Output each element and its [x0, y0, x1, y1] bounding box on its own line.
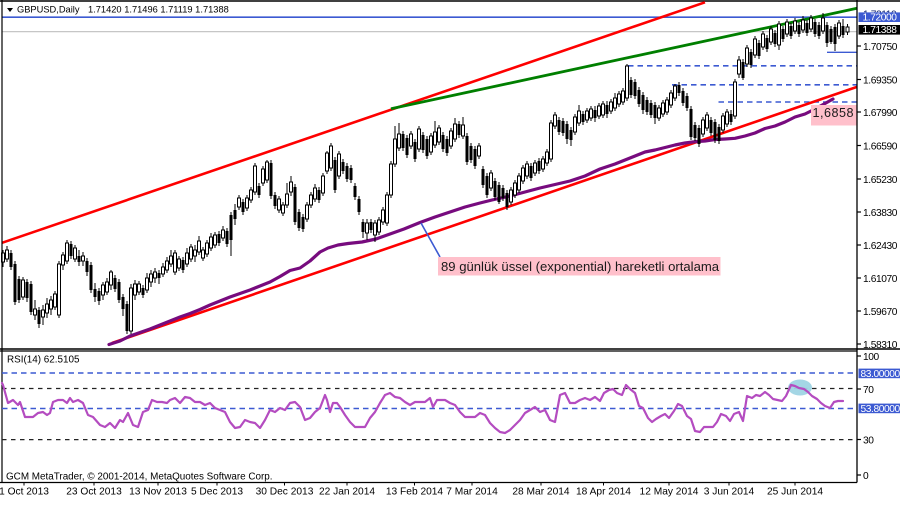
svg-text:89 günlük üssel (exponential): 89 günlük üssel (exponential) hareketli … [441, 259, 720, 274]
svg-text:1.71420 1.71496 1.71119 1.7138: 1.71420 1.71496 1.71119 1.71388 [88, 4, 229, 14]
svg-text:3 Jun 2014: 3 Jun 2014 [704, 487, 755, 498]
svg-text:1.69350: 1.69350 [863, 75, 898, 86]
svg-text:RSI(14) 62.5105: RSI(14) 62.5105 [7, 355, 80, 366]
svg-text:22 Jan 2014: 22 Jan 2014 [319, 487, 375, 498]
svg-text:25 Jun 2014: 25 Jun 2014 [767, 487, 823, 498]
svg-text:30 Dec 2013: 30 Dec 2013 [256, 487, 314, 498]
svg-text:1.62430: 1.62430 [863, 241, 898, 252]
svg-text:1.65230: 1.65230 [863, 175, 898, 186]
svg-text:0: 0 [863, 471, 869, 482]
svg-text:1.71388: 1.71388 [863, 25, 898, 36]
svg-text:23 Oct 2013: 23 Oct 2013 [66, 487, 122, 498]
svg-text:1.72000: 1.72000 [863, 13, 898, 24]
svg-text:18 Apr 2014: 18 Apr 2014 [576, 487, 631, 498]
svg-text:53.80000: 53.80000 [861, 404, 900, 415]
svg-text:7 Mar 2014: 7 Mar 2014 [446, 487, 498, 498]
svg-text:13 Feb 2014: 13 Feb 2014 [386, 487, 444, 498]
svg-text:12 May 2014: 12 May 2014 [640, 487, 699, 498]
svg-text:1.70750: 1.70750 [863, 42, 898, 53]
svg-text:1.63830: 1.63830 [863, 208, 898, 219]
svg-text:1,6858: 1,6858 [813, 106, 855, 120]
svg-text:1 Oct 2013: 1 Oct 2013 [0, 487, 49, 498]
svg-text:1.58310: 1.58310 [863, 340, 898, 351]
svg-text:1.59670: 1.59670 [863, 307, 898, 318]
svg-text:1.66590: 1.66590 [863, 141, 898, 152]
svg-text:1.67990: 1.67990 [863, 108, 898, 119]
svg-text:5 Dec 2013: 5 Dec 2013 [191, 487, 243, 498]
svg-text:28 Mar 2014: 28 Mar 2014 [512, 487, 570, 498]
svg-text:30: 30 [863, 435, 874, 446]
svg-text:100: 100 [863, 352, 880, 363]
svg-text:70: 70 [863, 385, 874, 396]
svg-text:1.61070: 1.61070 [863, 274, 898, 285]
svg-text:GCM MetaTrader, © 2001-2014, M: GCM MetaTrader, © 2001-2014, MetaQuotes … [6, 472, 273, 483]
svg-text:13 Nov 2013: 13 Nov 2013 [129, 487, 187, 498]
svg-text:GBPUSD,Daily: GBPUSD,Daily [17, 4, 80, 14]
svg-text:83.00000: 83.00000 [861, 369, 900, 380]
